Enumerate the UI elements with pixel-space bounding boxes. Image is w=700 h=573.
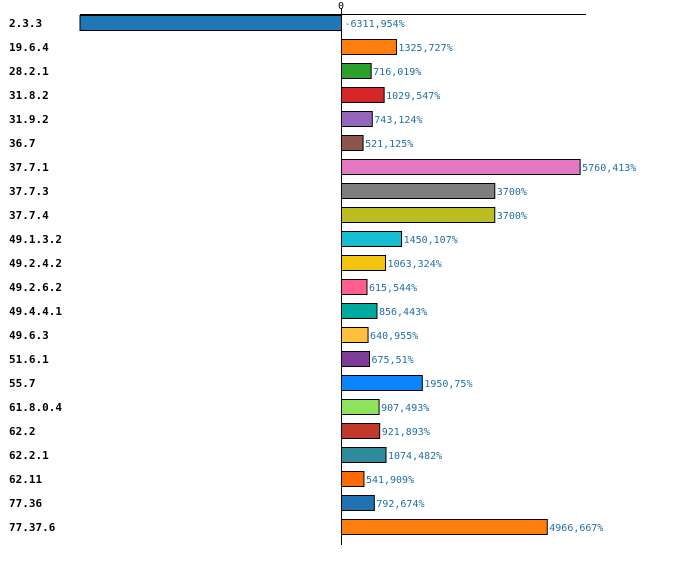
- value-label: 743,124%: [374, 115, 422, 126]
- value-label: 675,51%: [371, 355, 413, 366]
- category-label: 37.7.4: [9, 209, 49, 222]
- bar: [341, 255, 387, 271]
- bar: [341, 135, 364, 151]
- value-label: 3700%: [497, 187, 527, 198]
- bar: [341, 423, 381, 439]
- bar: [341, 279, 368, 295]
- category-label: 49.6.3: [9, 329, 49, 342]
- bar: [341, 471, 365, 487]
- value-label: 1950,75%: [424, 379, 472, 390]
- value-label: 1074,482%: [388, 451, 442, 462]
- bar: [341, 159, 581, 175]
- axes: 0: [80, 1, 586, 545]
- bar: [341, 87, 385, 103]
- category-label: 2.3.3: [9, 17, 42, 30]
- bars: [79, 15, 581, 535]
- category-label: 36.7: [9, 137, 36, 150]
- category-label: 49.4.4.1: [9, 305, 62, 318]
- value-label: 1063,324%: [388, 259, 442, 270]
- bar: [341, 63, 372, 79]
- value-label: 640,955%: [370, 331, 418, 342]
- value-label: 1325,727%: [398, 43, 452, 54]
- value-label: 921,893%: [382, 427, 430, 438]
- bar: [341, 207, 496, 223]
- bar: [341, 327, 369, 343]
- category-label: 31.9.2: [9, 113, 49, 126]
- value-label: 1450,107%: [404, 235, 458, 246]
- category-label: 62.2.1: [9, 449, 49, 462]
- value-label: 907,493%: [381, 403, 429, 414]
- bar: [341, 447, 387, 463]
- value-label: 1029,547%: [386, 91, 440, 102]
- category-label: 49.2.4.2: [9, 257, 62, 270]
- bar: [341, 399, 380, 415]
- value-labels: -6311,954% 1325,727% 716,019% 1029,547% 743,…: [345, 19, 637, 534]
- value-label: 541,909%: [366, 475, 414, 486]
- category-label: 61.8.0.4: [9, 401, 62, 414]
- category-label: 49.1.3.2: [9, 233, 62, 246]
- value-label: 5760,413%: [582, 163, 636, 174]
- category-label: 37.7.1: [9, 161, 49, 174]
- bar: [341, 231, 403, 247]
- category-label: 19.6.4: [9, 41, 49, 54]
- bar: [341, 303, 378, 319]
- bar: [341, 519, 548, 535]
- value-label: 792,674%: [376, 499, 424, 510]
- category-label: 51.6.1: [9, 353, 49, 366]
- value-label: 4966,667%: [549, 523, 603, 534]
- value-label: -6311,954%: [345, 19, 405, 30]
- category-label: 62.2: [9, 425, 36, 438]
- bar: [341, 39, 397, 55]
- category-labels: 2.3.3 19.6.4 28.2.1 31.8.2 31.9.2 36.7 37.7.1 3…: [9, 17, 62, 534]
- category-label: 77.36: [9, 497, 42, 510]
- zero-tick-label: 0: [338, 1, 344, 12]
- value-label: 716,019%: [373, 67, 421, 78]
- value-label: 521,125%: [365, 139, 413, 150]
- value-label: 856,443%: [379, 307, 427, 318]
- category-label: 31.8.2: [9, 89, 49, 102]
- category-label: 28.2.1: [9, 65, 49, 78]
- bar: [341, 351, 370, 367]
- category-label: 62.11: [9, 473, 42, 486]
- value-label: 3700%: [497, 211, 527, 222]
- category-label: 55.7: [9, 377, 36, 390]
- bar: [79, 15, 342, 31]
- bar: [341, 183, 496, 199]
- category-label: 77.37.6: [9, 521, 56, 534]
- bar: [341, 495, 375, 511]
- bar: [341, 375, 423, 391]
- category-label: 49.2.6.2: [9, 281, 62, 294]
- value-label: 615,544%: [369, 283, 417, 294]
- category-label: 37.7.3: [9, 185, 49, 198]
- bar: [341, 111, 373, 127]
